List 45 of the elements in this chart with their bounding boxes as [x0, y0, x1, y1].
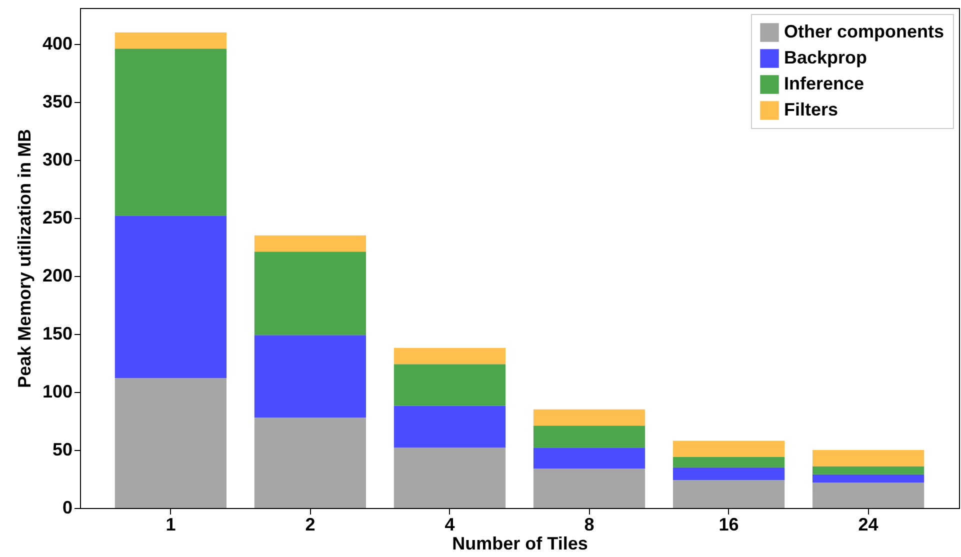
- legend-label: Inference: [784, 74, 864, 94]
- y-tick-label: 300: [42, 149, 72, 170]
- bar: [672, 467, 785, 480]
- bar: [812, 466, 924, 474]
- y-tick-label: 250: [42, 207, 72, 228]
- bar: [114, 378, 226, 508]
- bar: [533, 468, 646, 508]
- bar: [394, 406, 506, 448]
- y-tick-label: 100: [42, 381, 72, 402]
- bar: [254, 235, 366, 252]
- bar: [812, 474, 924, 482]
- bar: [114, 48, 226, 216]
- bar: [533, 426, 646, 448]
- bar: [672, 480, 785, 508]
- y-tick-label: 0: [62, 498, 72, 518]
- x-tick-label: 16: [718, 514, 739, 534]
- bar: [114, 32, 226, 49]
- legend-label: Backprop: [784, 48, 868, 68]
- bar: [254, 252, 366, 336]
- bar: [533, 448, 646, 469]
- y-axis-title: Peak Memory utilization in MB: [14, 128, 34, 388]
- x-tick-label: 8: [584, 514, 594, 534]
- x-tick-label: 4: [444, 514, 455, 534]
- x-tick-label: 24: [858, 514, 878, 534]
- bar: [394, 448, 506, 508]
- y-tick-label: 350: [42, 91, 72, 112]
- bar: [114, 216, 226, 378]
- bar: [254, 335, 366, 418]
- bar: [812, 450, 924, 466]
- bar: [812, 482, 924, 508]
- bar: [533, 409, 646, 426]
- legend-label: Filters: [784, 100, 838, 120]
- bar: [672, 456, 785, 468]
- y-tick-label: 150: [42, 323, 72, 344]
- legend-label: Other components: [784, 22, 944, 42]
- bar: [254, 418, 366, 508]
- x-tick-label: 1: [166, 514, 176, 534]
- bar: [672, 440, 785, 457]
- bar: [394, 364, 506, 406]
- y-tick-label: 200: [42, 265, 72, 286]
- x-tick-label: 2: [305, 514, 316, 534]
- bar: [394, 348, 506, 364]
- y-tick-label: 50: [52, 439, 72, 460]
- x-axis-title: Number of Tiles: [452, 534, 588, 554]
- y-tick-label: 400: [42, 33, 72, 54]
